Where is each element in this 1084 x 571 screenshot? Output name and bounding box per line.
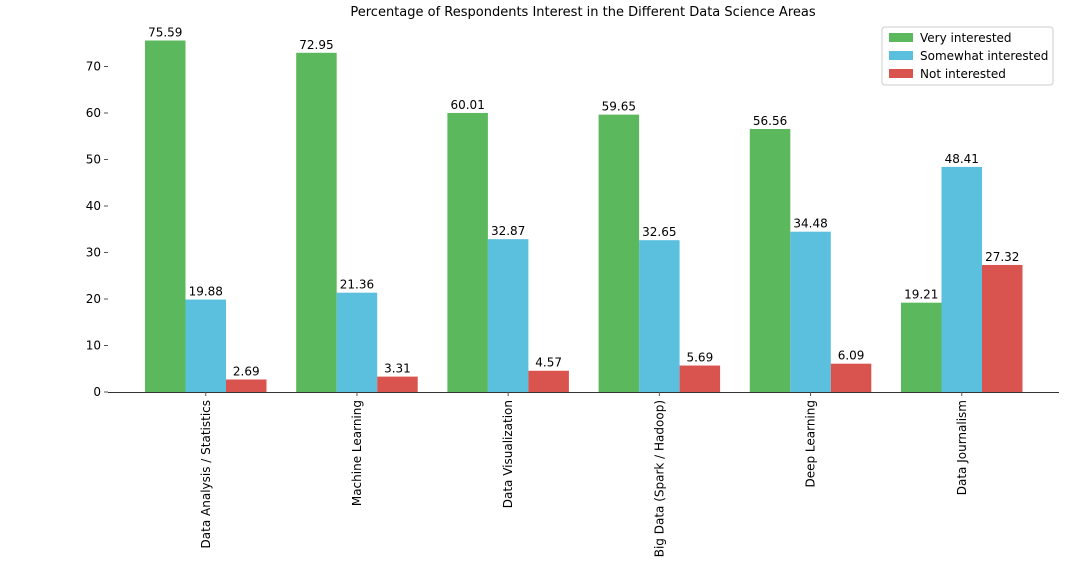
y-tick-label: 10 xyxy=(86,339,101,353)
y-tick-label: 50 xyxy=(86,153,101,167)
bar-not-interested xyxy=(226,379,267,392)
x-tick-label: Data Journalism xyxy=(955,400,969,495)
bar-not-interested xyxy=(679,365,721,392)
x-tick-label: Machine Learning xyxy=(350,400,364,506)
legend-label: Very interested xyxy=(920,31,1012,45)
bar-very-interested xyxy=(749,128,791,392)
y-axis: 0 10 20 30 40 50 60 70 xyxy=(86,60,108,399)
x-tick-label: Big Data (Spark / Hadoop) xyxy=(652,400,666,557)
legend-swatch xyxy=(889,69,913,78)
bar-value-label: 19.21 xyxy=(904,288,938,302)
bar-value-label: 75.59 xyxy=(148,26,182,40)
y-tick-label: 60 xyxy=(86,106,101,120)
bar-value-label: 32.87 xyxy=(491,224,525,238)
x-axis: Data Analysis / Statistics Machine Learni… xyxy=(108,392,1059,557)
bar-value-label: 72.95 xyxy=(299,38,333,52)
legend: Very interested Somewhat interested Not in… xyxy=(881,26,1054,86)
x-tick-label: Data Visualization xyxy=(501,400,515,508)
bar-not-interested xyxy=(377,376,418,392)
bar-value-label: 2.69 xyxy=(233,364,260,378)
value-labels: 75.59 72.95 60.01 59.65 56.56 19.21 19.88 21.36… xyxy=(148,26,1019,379)
bar-not-interested xyxy=(982,264,1023,392)
bar-value-label: 19.88 xyxy=(189,285,223,299)
bar-very-interested xyxy=(901,302,942,392)
bar-very-interested xyxy=(598,114,640,392)
legend-label: Somewhat interested xyxy=(920,49,1048,63)
legend-swatch xyxy=(889,33,913,42)
y-tick-label: 30 xyxy=(86,246,101,260)
bars xyxy=(145,40,1023,393)
legend-swatch xyxy=(889,51,913,60)
bar-somewhat-interested xyxy=(941,166,982,392)
bar-somewhat-interested xyxy=(487,239,529,392)
x-tick-label: Data Analysis / Statistics xyxy=(199,400,213,548)
bar-very-interested xyxy=(296,52,337,392)
bar-not-interested xyxy=(830,363,872,392)
bar-somewhat-interested xyxy=(639,240,680,392)
legend-label: Not interested xyxy=(920,67,1006,81)
y-tick-label: 70 xyxy=(86,60,101,74)
bar-value-label: 60.01 xyxy=(450,98,484,112)
bar-value-label: 34.48 xyxy=(793,217,827,231)
bar-value-label: 21.36 xyxy=(340,278,374,292)
bar-value-label: 32.65 xyxy=(642,225,676,239)
bar-value-label: 4.57 xyxy=(535,356,562,370)
x-tick-label: Deep Learning xyxy=(804,400,818,488)
bar-value-label: 59.65 xyxy=(602,100,636,114)
bar-value-label: 3.31 xyxy=(384,362,411,376)
y-tick-label: 20 xyxy=(86,292,101,306)
bar-somewhat-interested xyxy=(790,231,831,392)
bar-very-interested xyxy=(145,40,186,392)
chart-title: Percentage of Respondents Interest in th… xyxy=(350,5,815,20)
legend-box xyxy=(881,26,1054,86)
y-tick-label: 40 xyxy=(86,199,101,213)
y-tick-label: 0 xyxy=(93,385,101,399)
bar-not-interested xyxy=(528,370,569,392)
bar-value-label: 6.09 xyxy=(838,349,865,363)
bar-somewhat-interested xyxy=(336,292,378,392)
bar-value-label: 5.69 xyxy=(686,351,713,365)
bar-value-label: 27.32 xyxy=(985,250,1019,264)
bar-very-interested xyxy=(447,112,488,393)
bar-value-label: 48.41 xyxy=(945,152,979,166)
bar-somewhat-interested xyxy=(185,299,226,392)
bar-value-label: 56.56 xyxy=(753,114,787,128)
